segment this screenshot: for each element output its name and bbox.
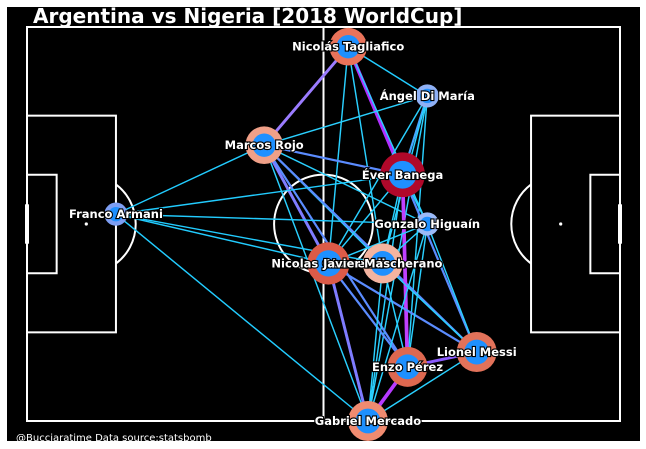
player-node — [464, 339, 490, 365]
player-label: Javier Mascherano — [322, 256, 442, 270]
pass-line — [115, 174, 404, 215]
player-label: Nicolás Tagliafico — [292, 40, 404, 54]
pass-line — [406, 223, 428, 368]
player-node — [420, 216, 435, 232]
player-label: Lionel Messi — [437, 345, 517, 359]
player-node — [355, 408, 381, 434]
pitch-markings — [25, 26, 622, 422]
pass-line — [367, 262, 384, 422]
pass-line — [401, 173, 478, 354]
player-node — [370, 251, 396, 276]
pass-line — [115, 144, 265, 215]
player-node — [336, 35, 360, 59]
left-penalty-arc — [115, 183, 137, 265]
pass-line — [367, 223, 428, 422]
player-label: Nicolas Otamendi — [271, 256, 385, 270]
pass-line — [115, 213, 428, 225]
pass-line — [406, 95, 428, 368]
pass-line — [115, 213, 369, 422]
player-label: Franco Armani — [69, 207, 163, 221]
data-credit: @Bucciaratime Data source:statsbomb — [16, 433, 212, 444]
player-node — [252, 133, 276, 157]
left-penalty-spot — [84, 222, 88, 226]
pass-line — [262, 45, 350, 147]
chart-title: Argentina vs Nigeria [2018 WorldCup] — [33, 4, 462, 28]
player-label: Gabriel Mercado — [315, 414, 422, 428]
player-label: Enzo Pérez — [372, 360, 443, 374]
pass-line — [347, 45, 384, 265]
player-node — [315, 250, 342, 277]
player-label: Ángel Di María — [380, 88, 475, 103]
right-penalty-spot — [559, 222, 563, 226]
pass-line — [382, 262, 478, 353]
player-node — [388, 160, 417, 189]
player-labels: Nicolás Tagliafico Ángel Di María Marcos R… — [68, 39, 518, 429]
player-label: Marcos Rojo — [225, 138, 304, 152]
player-node — [108, 206, 124, 222]
pass-line — [326, 261, 370, 423]
pass-line — [263, 95, 428, 146]
pass-line — [327, 95, 428, 265]
pass-line — [400, 172, 410, 369]
pass-line — [367, 351, 478, 422]
pass-line — [262, 143, 330, 265]
pass-line — [115, 213, 330, 265]
player-nodes — [104, 27, 497, 441]
player-label: Éver Banega — [362, 167, 443, 182]
player-node — [420, 88, 435, 104]
pass-line — [347, 45, 428, 225]
pass-line — [327, 45, 349, 265]
pass-line — [263, 144, 428, 225]
pass-line — [327, 262, 409, 368]
player-node — [395, 354, 420, 380]
pass-line — [263, 144, 404, 176]
pass-line — [426, 223, 478, 353]
player-label: Gonzalo Higuaín — [374, 217, 480, 231]
right-penalty-arc — [510, 183, 532, 265]
